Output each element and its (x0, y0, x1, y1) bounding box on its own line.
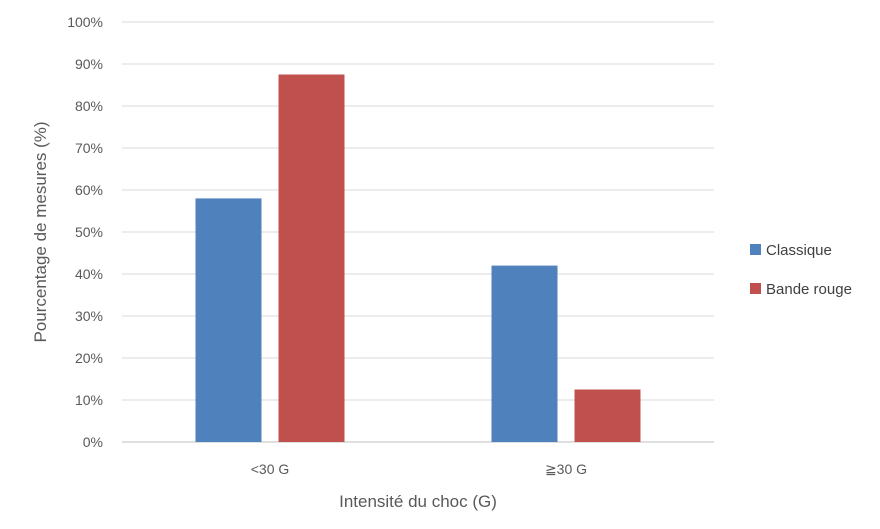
x-tick-label: ≧30 G (545, 461, 587, 477)
y-tick-label: 90% (75, 56, 103, 72)
x-axis-title: Intensité du choc (G) (339, 492, 497, 511)
y-axis-ticks: 0% 10% 20% 30% 40% 50% 60% 70% 80% 90% 100% (67, 14, 103, 450)
y-tick-label: 70% (75, 140, 103, 156)
y-tick-label: 0% (83, 434, 103, 450)
y-tick-label: 50% (75, 224, 103, 240)
legend: Classique Bande rouge (750, 242, 852, 298)
x-axis-ticks: <30 G ≧30 G (251, 461, 587, 477)
legend-swatch (750, 244, 761, 255)
y-tick-label: 30% (75, 308, 103, 324)
bar-classique-1 (491, 265, 558, 442)
bars (195, 74, 641, 442)
y-tick-label: 100% (67, 14, 103, 30)
y-tick-label: 10% (75, 392, 103, 408)
y-axis-title: Pourcentage de mesures (%) (31, 121, 50, 342)
legend-label: Classique (766, 242, 832, 259)
legend-label: Bande rouge (766, 281, 852, 298)
y-tick-label: 40% (75, 266, 103, 282)
bar-classique-0 (195, 198, 262, 442)
y-tick-label: 20% (75, 350, 103, 366)
bar-bande-rouge-1 (574, 389, 641, 442)
y-tick-label: 60% (75, 182, 103, 198)
x-tick-label: <30 G (251, 461, 290, 477)
legend-swatch (750, 283, 761, 294)
bar-bande-rouge-0 (278, 74, 345, 442)
y-tick-label: 80% (75, 98, 103, 114)
